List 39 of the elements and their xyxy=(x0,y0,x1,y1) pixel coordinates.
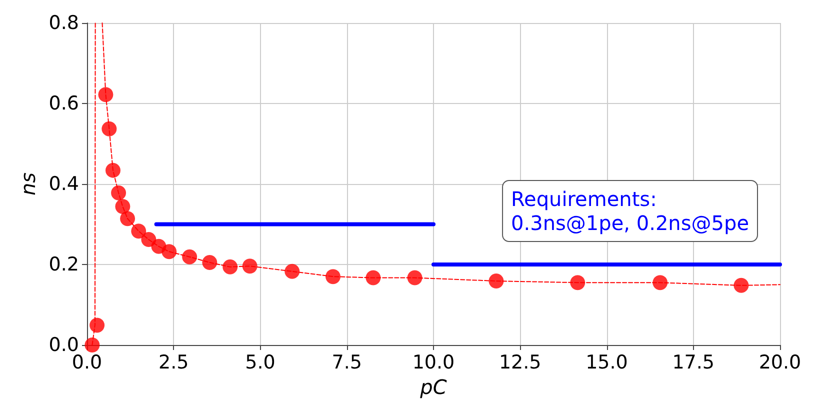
x-tick-label: 17.5 xyxy=(672,352,715,374)
point xyxy=(115,199,130,214)
point xyxy=(284,264,300,279)
point xyxy=(141,232,156,248)
point xyxy=(182,249,198,264)
point xyxy=(570,275,586,290)
point xyxy=(98,87,114,102)
y-tick-label: 0.6 xyxy=(48,92,79,114)
point xyxy=(84,338,100,352)
x-tick-label: 0.0 xyxy=(72,352,102,374)
y-tick-label: 0.2 xyxy=(48,254,79,276)
point xyxy=(652,275,668,290)
x-tick-label: 12.5 xyxy=(498,352,542,374)
point xyxy=(162,244,177,260)
point xyxy=(90,318,105,333)
x-tick-label: 5.0 xyxy=(245,352,276,374)
point xyxy=(102,121,117,136)
x-tick-label: 2.5 xyxy=(158,352,189,374)
x-tick-label: 7.5 xyxy=(332,352,362,374)
x-tick-label: 15.0 xyxy=(586,352,628,374)
point xyxy=(120,211,136,226)
point xyxy=(222,259,238,274)
x-axis-title: pC xyxy=(419,374,447,399)
point xyxy=(407,270,422,286)
y-tick-label: 0.4 xyxy=(48,173,79,195)
point xyxy=(242,258,258,274)
x-tick-label: 20.0 xyxy=(758,352,802,374)
x-tick-label: 10.0 xyxy=(412,352,455,374)
annotation: Requirements: 0.3ns@1pe, 0.2ns@5pe xyxy=(511,187,749,235)
point xyxy=(106,162,120,178)
point xyxy=(326,269,341,284)
y-axis-title: ns xyxy=(16,172,40,196)
point xyxy=(131,224,146,239)
point xyxy=(111,185,126,200)
y-tick-label: 0.8 xyxy=(48,12,79,34)
point xyxy=(734,278,749,293)
point xyxy=(202,254,218,270)
point xyxy=(488,274,504,288)
point xyxy=(366,270,381,286)
